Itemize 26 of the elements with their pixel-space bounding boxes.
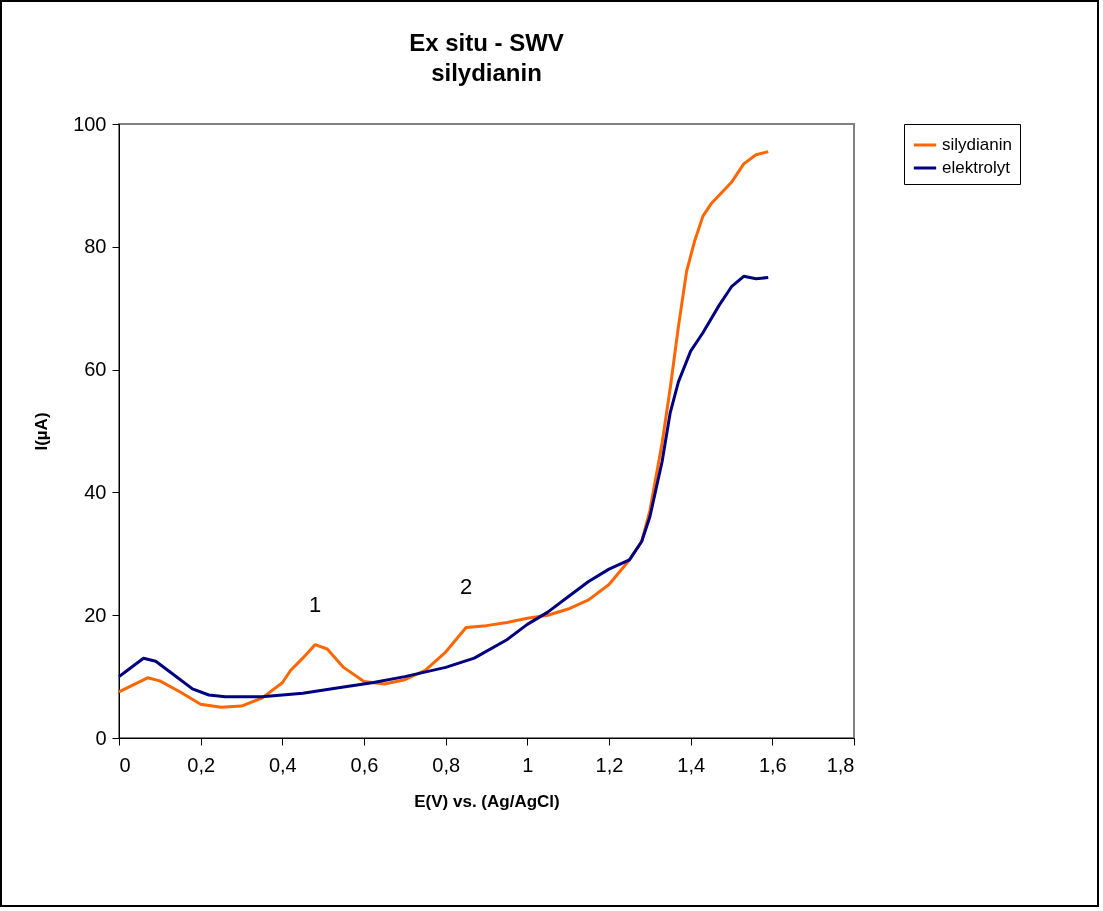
x-tick-label: 1 [522, 753, 534, 776]
legend-label: elektrolyt [942, 158, 1011, 177]
y-tick-label: 100 [73, 112, 107, 135]
annotation: 1 [308, 591, 322, 617]
x-axis-title: E(V) vs. (Ag/AgCl) [414, 791, 560, 811]
x-tick-label: 0,8 [432, 753, 461, 776]
x-tick-label: 1,2 [595, 753, 624, 776]
y-tick-label: 40 [84, 480, 107, 503]
x-tick-label: 0 [119, 753, 131, 776]
y-axis-title: I(µA) [32, 412, 52, 451]
x-tick-label: 0,4 [268, 753, 297, 776]
annotation: 2 [459, 574, 473, 600]
y-tick-label: 60 [84, 358, 107, 381]
y-tick-label: 20 [84, 603, 107, 626]
x-tick-label: 1,6 [758, 753, 787, 776]
x-tick-label: 1,4 [677, 753, 706, 776]
line-series [117, 274, 770, 699]
x-tick-label: 0,2 [187, 753, 216, 776]
chart-subtitle: silydianin [431, 59, 542, 86]
y-tick-label: 0 [95, 726, 107, 749]
y-tick-label: 80 [84, 235, 107, 258]
line-series [117, 150, 770, 709]
x-tick-label: 1,8 [826, 753, 855, 776]
x-tick-label: 0,6 [350, 753, 379, 776]
chart-title: Ex situ - SWV [409, 29, 564, 56]
legend-label: silydianin [942, 135, 1012, 154]
